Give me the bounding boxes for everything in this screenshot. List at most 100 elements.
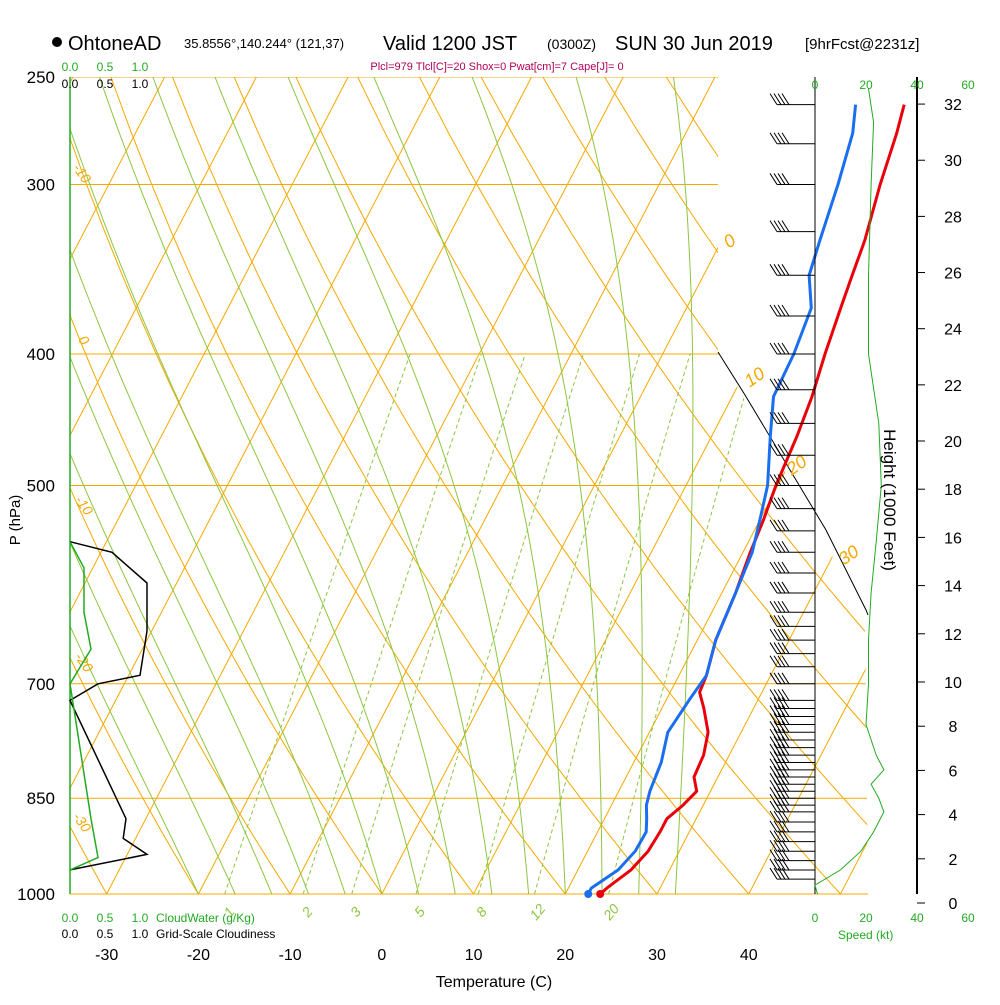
height-tick-label: 16 — [944, 530, 962, 547]
mixing-ratio-line — [225, 354, 410, 894]
height-tick-label: 8 — [949, 719, 958, 736]
wind-barb-flag — [770, 868, 777, 879]
wind-barb-flag — [782, 582, 789, 593]
wind-barb-flag — [770, 221, 777, 232]
wind-barb — [770, 343, 815, 354]
wind-barb — [770, 133, 815, 144]
valid-time: Valid 1200 JST — [383, 33, 517, 55]
wind-barb — [770, 412, 815, 423]
mixing-ratio-line — [609, 354, 757, 894]
wind-barb-flag — [770, 850, 777, 861]
cloudwater-scale-top: 0.0 — [62, 60, 79, 74]
height-tick-label: 24 — [944, 322, 962, 339]
wind-barb — [770, 582, 815, 593]
wind-barb-flag — [770, 264, 777, 275]
cloudwater-scale-bottom: 0.5 — [97, 911, 114, 925]
wind-barb-flag — [782, 475, 789, 486]
temperature-tick-label: 10 — [465, 947, 483, 964]
mixing-ratio-label: 12 — [526, 901, 548, 923]
wind-barb-flag — [770, 379, 777, 390]
height-tick-label: 12 — [944, 627, 962, 644]
wind-barb-flag — [782, 379, 789, 390]
wind-barb-flag — [774, 444, 781, 455]
wind-barb-flag — [774, 582, 781, 593]
wind-barb-flag — [774, 498, 781, 509]
wind-barb-flag — [782, 305, 789, 316]
wind-barb — [770, 689, 815, 700]
mixing-ratio-label: 2 — [298, 904, 316, 921]
wind-barb-flag — [782, 412, 789, 423]
wind-barb — [770, 221, 815, 232]
mixing-ratio-label: 3 — [347, 904, 364, 920]
speed-tick-top: 40 — [910, 78, 924, 92]
surface-temperature-point — [596, 890, 604, 898]
wind-barb-flag — [782, 221, 789, 232]
wind-barb-flag — [782, 173, 789, 184]
station-dot-icon — [52, 37, 62, 47]
wind-barb-flag — [770, 173, 777, 184]
wind-barb-flag — [770, 656, 777, 667]
height-tick-label: 18 — [944, 482, 962, 499]
wind-barb — [770, 737, 815, 748]
x-axis-label: Temperature (C) — [436, 974, 552, 991]
wind-barb-flag — [770, 520, 777, 531]
wind-barb-flag — [778, 173, 785, 184]
wind-barb-flag — [782, 541, 789, 552]
wind-barb-flag — [782, 656, 789, 667]
mixing-ratio-label: 5 — [411, 904, 428, 920]
speed-tick-bottom: 60 — [961, 911, 975, 925]
cloudiness-legend: Grid-Scale Cloudiness — [156, 927, 275, 941]
temperature-tick-label: 20 — [556, 947, 574, 964]
wind-barb-flag — [778, 412, 785, 423]
wind-barb-flag — [782, 343, 789, 354]
height-tick-label: 14 — [944, 579, 962, 596]
wind-barb-flag — [770, 305, 777, 316]
wind-barb-flag — [778, 541, 785, 552]
wind-barb-flag — [770, 562, 777, 573]
cloudwater-legend: CloudWater (g/Kg) — [156, 911, 255, 925]
wind-barb-flag — [770, 629, 777, 640]
wind-barb — [770, 541, 815, 552]
wind-barb-flag — [770, 643, 777, 654]
wind-barb — [770, 759, 815, 770]
mixing-ratio-line — [303, 354, 481, 894]
wind-barb — [770, 780, 815, 791]
height-tick-label: 4 — [949, 808, 958, 825]
pressure-tick-label: 300 — [27, 175, 55, 194]
mixing-ratio-label: 8 — [473, 904, 490, 920]
wind-barb-flag — [770, 821, 777, 832]
pressure-tick-label: 1000 — [17, 885, 55, 904]
wind-barb — [770, 811, 815, 822]
wind-barb-flag — [770, 831, 777, 842]
wind-barb — [770, 713, 815, 724]
wind-barb — [770, 794, 815, 805]
wind-barb-flag — [782, 133, 789, 144]
mixing-ratio-line — [478, 354, 639, 894]
station-coords: 35.8556°,140.244° (121,37) — [184, 36, 344, 51]
wind-barb-flag — [774, 412, 781, 423]
mixing-ratio-line — [535, 354, 691, 894]
isotherm-line — [840, 77, 1000, 894]
temperature-tick-label: -30 — [95, 947, 118, 964]
wind-barb-flag — [774, 562, 781, 573]
surface-dewpoint-point — [584, 890, 592, 898]
cloudwater-scale-bottom: 1.0 — [132, 911, 149, 925]
wind-barb — [770, 787, 815, 798]
wind-barb — [770, 173, 815, 184]
isotherm-label: -10 — [70, 160, 95, 186]
wind-barb-flag — [778, 221, 785, 232]
stability-indices: Plcl=979 Tlcl[C]=20 Shox=0 Pwat[cm]=7 Ca… — [370, 61, 623, 73]
wind-barb-flag — [778, 811, 785, 822]
speed-tick-bottom: 0 — [812, 911, 819, 925]
dry-adiabat-line — [852, 77, 1000, 894]
wind-barb-flag — [770, 94, 777, 105]
cloudiness-scale-top: 0.0 — [62, 77, 79, 91]
wind-barb-flag — [770, 582, 777, 593]
temperature-tick-label: -20 — [187, 947, 210, 964]
height-tick-label: 30 — [944, 153, 962, 170]
speed-tick-bottom: 40 — [910, 911, 924, 925]
wind-barb-flag — [778, 264, 785, 275]
wind-panel: 0020204040606002468101214161820222426283… — [770, 77, 975, 925]
